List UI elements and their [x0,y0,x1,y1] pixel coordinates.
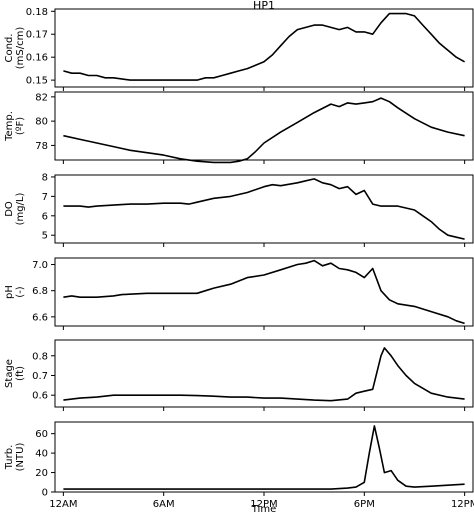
panel-frame [54,91,474,161]
series-line-4 [63,259,465,325]
x-axis-label: Time [251,504,276,513]
y-tick-label: 0.15 [26,76,48,87]
series-line-5 [63,347,465,402]
y-tick-label: 0 [42,488,48,499]
y-tick-label: 0.18 [26,7,48,18]
x-axis: 12AM 6AM 12PM 6PM 12PM [49,499,474,510]
panel-4: 6.6 6.8 7.0 pH(-) [4,257,474,330]
y-axis-label: Cond.(mS/cm) [4,27,26,70]
y-tick-label: 82 [35,92,48,103]
panel-frame [54,421,474,493]
chart-title: HP1 [253,0,275,12]
y-axis-label-line: pH [4,285,15,299]
y-axis-label-line: Temp. [4,111,15,142]
panel-2: 78 80 82 Temp.(ºF) [4,91,474,164]
chart-panels: 0.150.160.170.18Cond.(mS/cm)788082Temp.(… [4,7,474,499]
y-axis-label-line: Turb. [4,445,15,471]
x-tick-label: 6PM [354,499,375,510]
x-tick-label: 12PM [250,499,277,510]
y-axis-label-line: (-) [15,286,26,298]
y-tick-label: 0.16 [26,53,48,64]
y-tick-label: 6.8 [32,286,48,297]
panel-frame [54,257,474,327]
panel-5: 0.6 0.7 0.8 Stage(ft) [4,339,474,411]
y-axis-label: pH(-) [4,285,26,299]
y-axis-label-line: (mS/cm) [15,27,26,70]
y-tick-label: 7.0 [32,260,48,271]
y-axis-label-line: (mg/L) [15,192,26,225]
panel-6: 0 20 40 60 Turb.(NTU) [4,421,474,499]
y-axis-label-line: (ft) [15,366,26,381]
y-axis-label-line: (ºF) [15,117,26,135]
y-axis-label: Stage(ft) [4,359,26,388]
x-tick-label: 6AM [153,499,175,510]
y-tick-label: 20 [35,468,48,479]
y-tick-label: 0.6 [32,391,48,402]
series-line-3 [63,178,465,240]
y-tick-label: 5 [42,231,48,242]
y-axis-label-line: Stage [4,359,15,388]
y-tick-label: 60 [35,429,48,440]
y-tick-label: 8 [42,172,48,183]
y-axis-label: Temp.(ºF) [4,111,26,142]
x-tick-label: 12PM [451,499,474,510]
y-tick-label: 80 [35,117,48,128]
x-tick-label: 12AM [49,499,77,510]
y-tick-label: 0.17 [26,30,48,41]
y-tick-label: 40 [35,449,48,460]
y-axis-label-line: DO [4,201,15,217]
series-line-1 [63,12,465,81]
series-line-2 [63,97,465,164]
y-tick-label: 0.7 [32,371,48,382]
y-tick-label: 6.6 [32,312,48,323]
y-tick-label: 0.8 [32,351,48,362]
series-line-6 [63,425,465,490]
y-axis-label: DO(mg/L) [4,192,26,225]
y-axis-label-line: Cond. [4,34,15,63]
panel-frame [54,8,474,88]
y-axis-label: Turb.(NTU) [4,443,26,472]
panel-3: 5 6 7 8 DO(mg/L) [4,172,474,247]
panel-frame [54,339,474,408]
y-tick-label: 7 [42,192,48,203]
y-axis-label-line: (NTU) [15,443,26,472]
y-tick-label: 6 [42,211,48,222]
y-tick-label: 78 [35,141,48,152]
